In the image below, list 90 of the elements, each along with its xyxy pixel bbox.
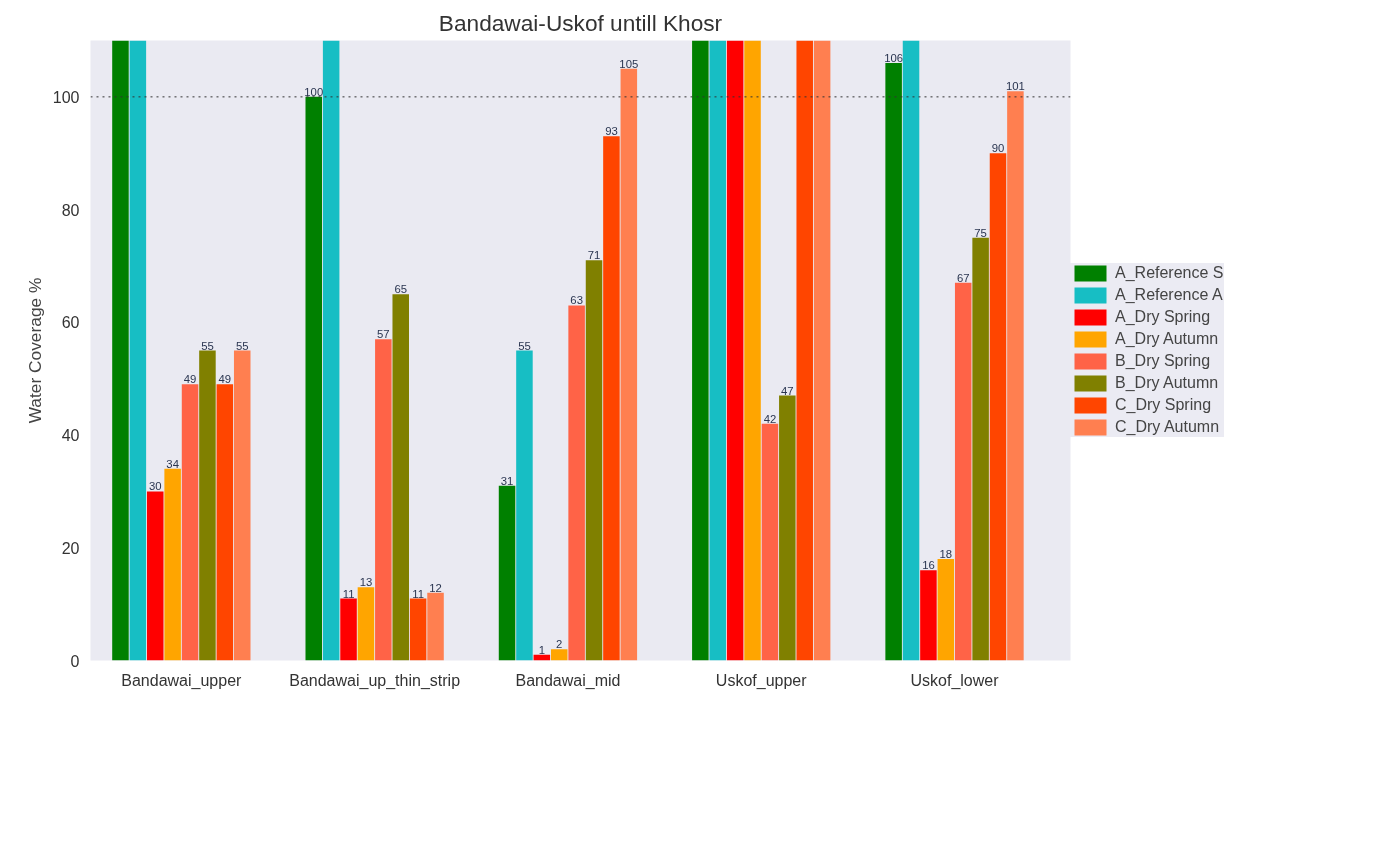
y-tick-label: 40 [61, 427, 80, 445]
bar [692, 40, 709, 661]
legend-label: C_Dry Spring [1115, 396, 1212, 414]
data-label: 55 [201, 339, 214, 352]
data-label: 63 [570, 294, 583, 307]
data-label: 12 [429, 581, 442, 594]
bar [620, 68, 638, 661]
data-label: 42 [763, 412, 777, 425]
data-label: 30 [148, 480, 162, 493]
bar [392, 294, 409, 661]
x-tick-label: Bandawai_upper [121, 671, 243, 690]
bar [409, 598, 427, 661]
bar [164, 468, 181, 661]
chart-title: Bandawai-Uskof untill Khosr [438, 9, 723, 36]
bar [603, 136, 620, 661]
bar [427, 592, 444, 661]
bar [779, 395, 796, 661]
bar [813, 40, 831, 661]
y-tick-label: 100 [52, 88, 80, 106]
data-label: 1 [538, 643, 545, 656]
y-tick-label: 80 [61, 201, 80, 219]
bar [726, 40, 744, 661]
bar [129, 40, 147, 661]
data-label: 101 [1005, 80, 1025, 93]
y-tick-label: 20 [61, 539, 80, 557]
data-label: 93 [605, 125, 618, 138]
bar [885, 63, 902, 661]
data-label: 13 [359, 576, 373, 589]
legend-label: A_Reference S [1115, 264, 1224, 282]
bar [181, 384, 199, 661]
bar [989, 153, 1007, 661]
bar [375, 339, 392, 661]
bar [322, 40, 340, 661]
bar [568, 305, 585, 661]
bar [516, 350, 533, 661]
data-label: 34 [166, 457, 179, 470]
data-label: 75 [974, 226, 987, 239]
legend-label: A_Dry Spring [1115, 308, 1211, 326]
bar [761, 423, 779, 661]
bar [920, 570, 937, 661]
y-axis-title: Water Coverage % [24, 277, 45, 424]
bar [585, 260, 603, 661]
bar [1007, 91, 1024, 661]
data-label: 55 [518, 339, 531, 352]
legend-label: A_Dry Autumn [1115, 330, 1219, 348]
bar [199, 350, 216, 661]
data-label: 65 [394, 283, 408, 296]
legend-label: A_Reference A [1115, 286, 1223, 304]
data-label: 57 [377, 328, 390, 341]
x-tick-label: Bandawai_up_thin_strip [289, 671, 461, 690]
data-label: 67 [956, 271, 970, 284]
legend-label: C_Dry Autumn [1115, 418, 1220, 436]
data-label: 71 [587, 249, 601, 262]
data-label: 18 [939, 548, 953, 561]
y-tick-label: 60 [61, 314, 80, 332]
bar [233, 350, 251, 661]
data-label: 16 [922, 559, 935, 572]
data-label: 47 [781, 384, 794, 397]
x-tick-label: Bandawai_mid [515, 671, 621, 690]
legend-label: B_Dry Spring [1115, 352, 1211, 370]
data-label: 31 [500, 474, 514, 487]
bar [954, 282, 972, 661]
bar [305, 96, 323, 661]
x-tick-label: Uskof_lower [910, 671, 1000, 690]
data-label: 11 [412, 587, 425, 600]
bar [744, 40, 761, 661]
bar [796, 40, 813, 661]
bar [146, 491, 164, 661]
bar [902, 40, 920, 661]
data-label: 49 [183, 373, 197, 386]
data-label: 49 [218, 373, 232, 386]
data-label: 105 [619, 57, 639, 70]
data-label: 90 [991, 142, 1005, 155]
bar [709, 40, 726, 661]
bar [550, 649, 568, 661]
bar [357, 587, 375, 661]
bar [216, 384, 234, 661]
data-label: 106 [884, 52, 904, 65]
bar [937, 559, 955, 661]
data-label: 2 [556, 638, 563, 651]
data-label: 100 [304, 85, 324, 98]
bar [340, 598, 357, 661]
bar [112, 40, 129, 661]
x-tick-label: Uskof_upper [715, 671, 808, 690]
data-label: 11 [342, 587, 355, 600]
y-tick-label: 0 [70, 652, 80, 670]
bar [972, 237, 989, 661]
data-label: 55 [235, 339, 249, 352]
legend-label: B_Dry Autumn [1115, 374, 1219, 392]
bar [498, 485, 516, 661]
